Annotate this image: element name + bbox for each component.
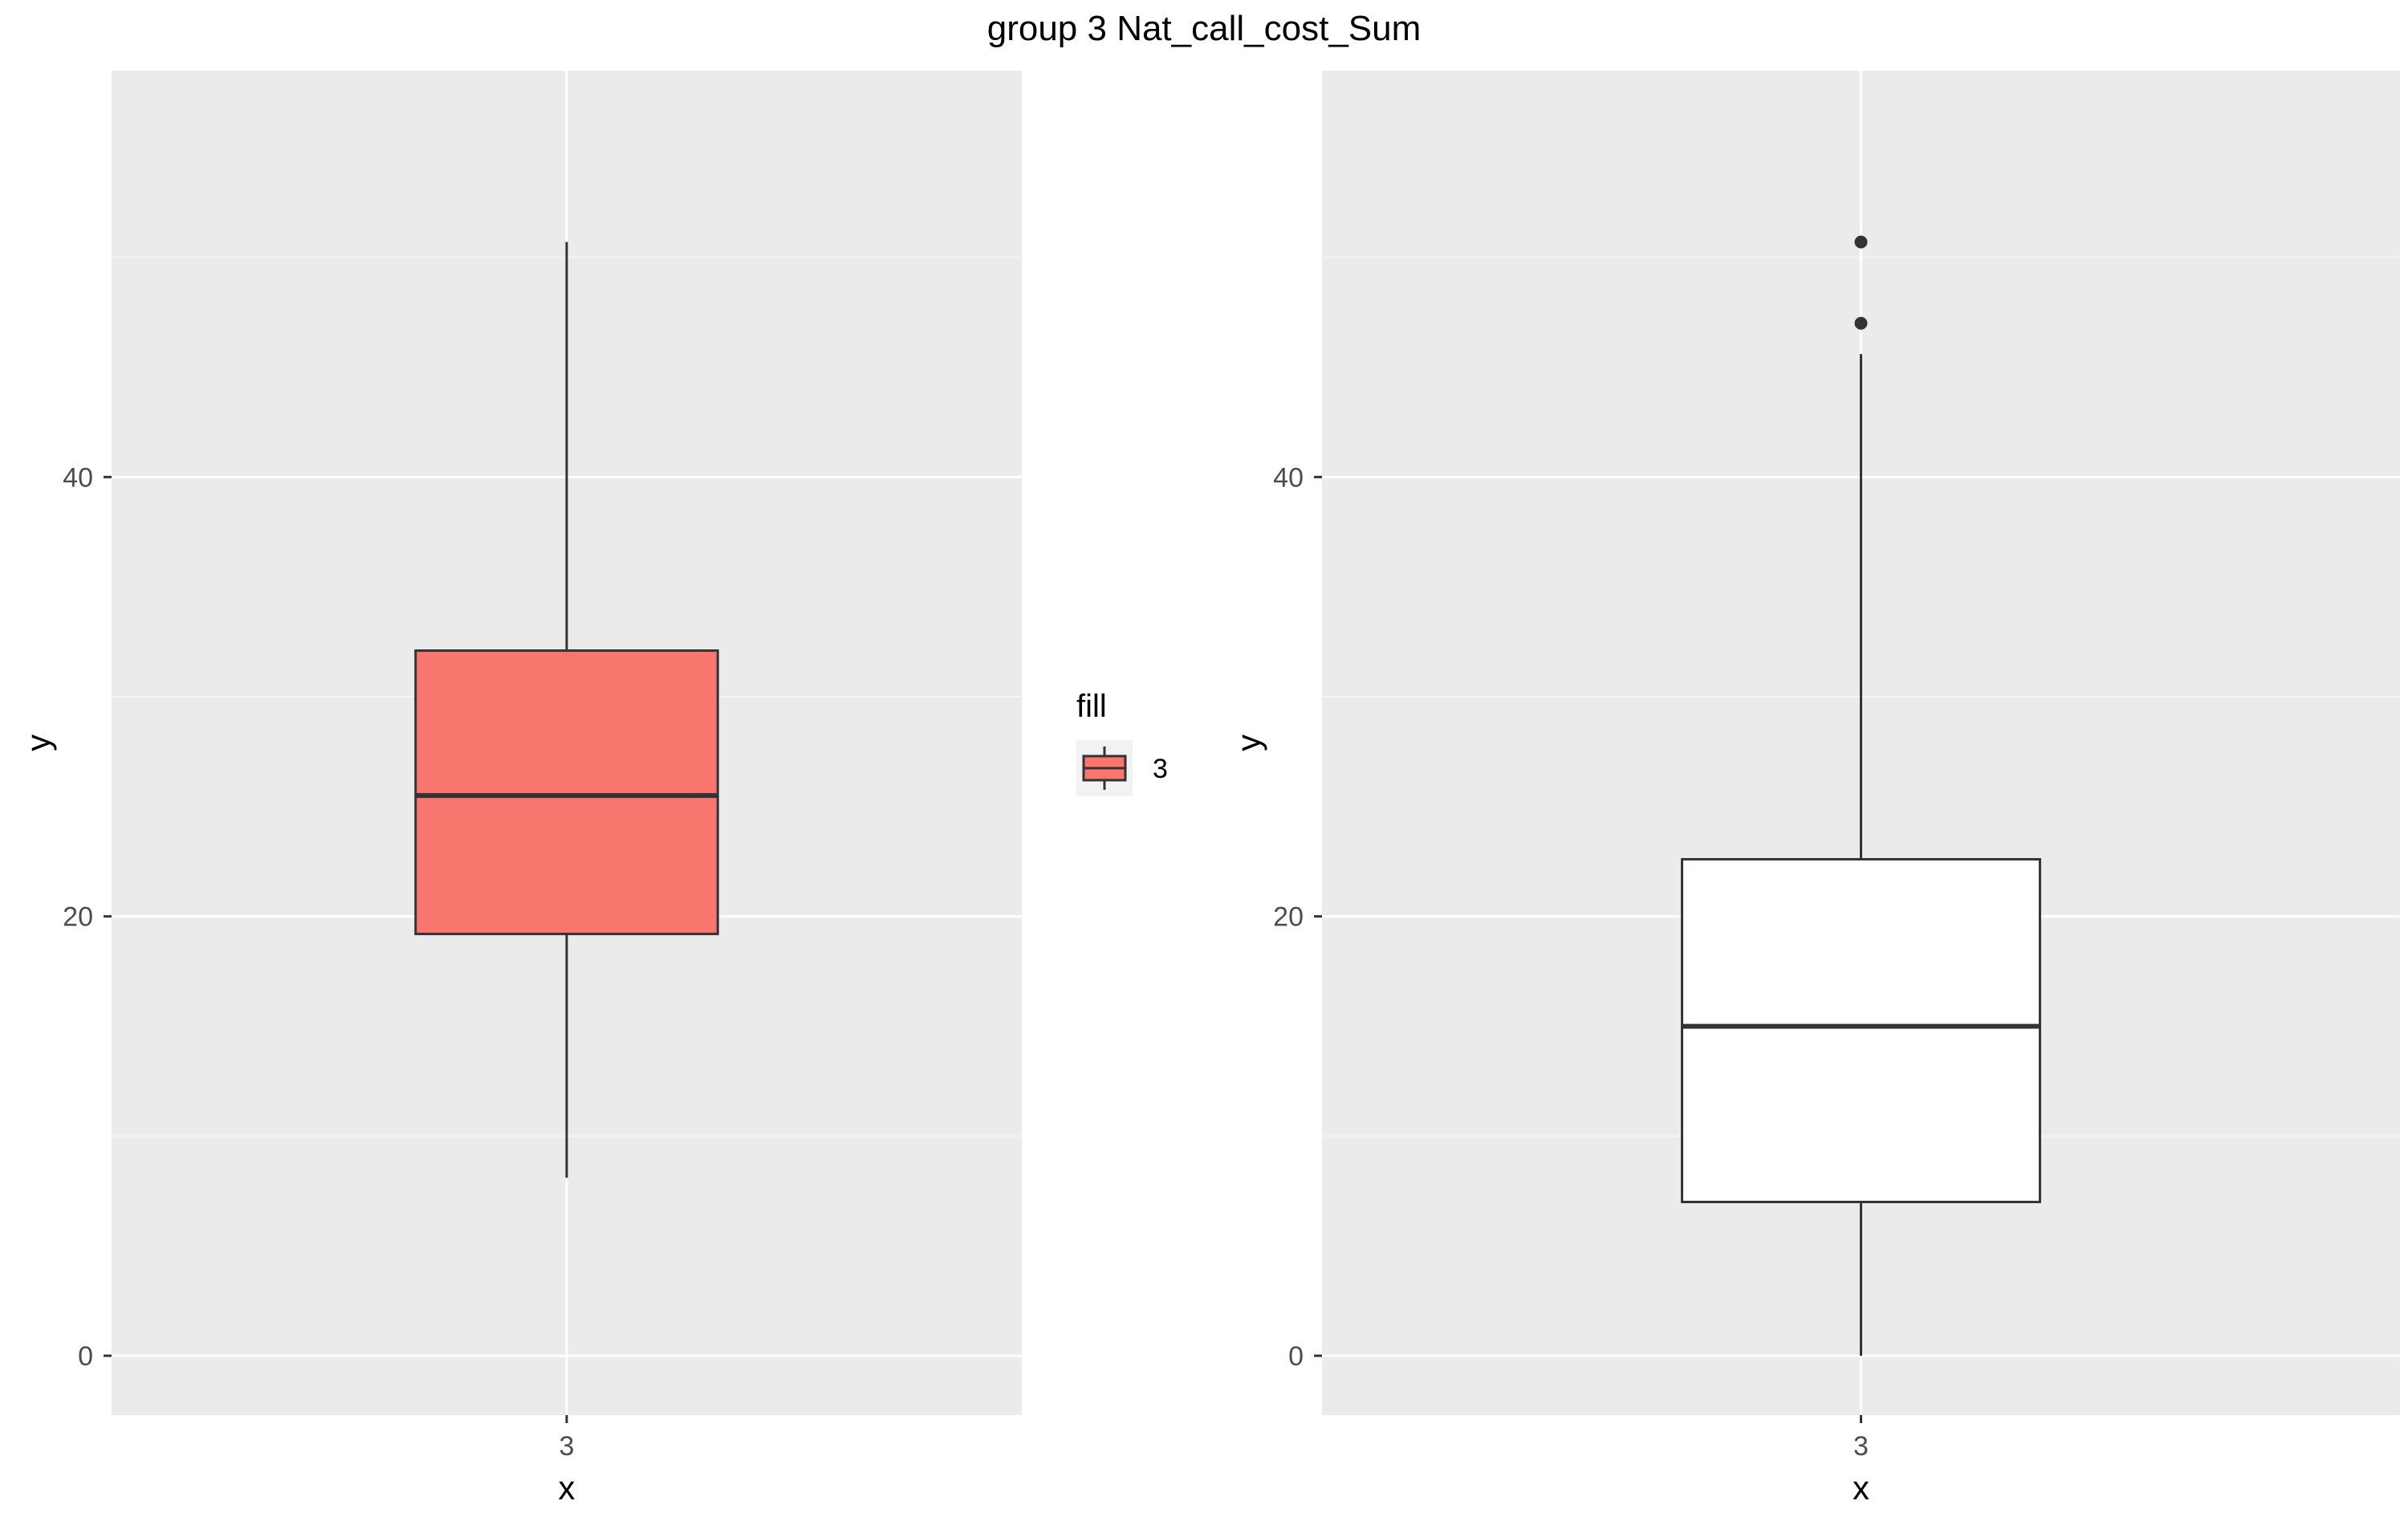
- right-y-tick-label: 40: [1273, 462, 1304, 493]
- left-y-tick-label: 40: [63, 462, 93, 493]
- legend-item-label: 3: [1153, 754, 1168, 784]
- right-outlier-point: [1854, 316, 1868, 330]
- left-boxplot-panel: 0 20 40 3 x y: [19, 71, 1022, 1507]
- left-y-axis-title: y: [19, 734, 57, 751]
- right-boxplot-panel: 0 20 40 3 x y: [1230, 71, 2400, 1507]
- chart-title: group 3 Nat_call_cost_Sum: [987, 9, 1422, 48]
- right-x-axis-title: x: [1853, 1469, 1869, 1507]
- left-x-tick-label: 3: [559, 1431, 575, 1462]
- left-box: [414, 649, 719, 936]
- right-outlier-point: [1854, 235, 1868, 249]
- right-x-tick-label: 3: [1853, 1431, 1869, 1462]
- right-box: [1681, 858, 2041, 1204]
- right-y-tick-label: 20: [1273, 902, 1304, 933]
- right-y-tick-label: 0: [1288, 1341, 1304, 1372]
- left-y-tick-label: 0: [78, 1341, 93, 1372]
- left-y-tick-label: 20: [63, 902, 93, 933]
- right-y-axis-title: y: [1230, 734, 1267, 751]
- left-x-axis-title: x: [559, 1469, 576, 1507]
- legend: fill 3: [1076, 689, 1168, 796]
- legend-title: fill: [1076, 689, 1107, 724]
